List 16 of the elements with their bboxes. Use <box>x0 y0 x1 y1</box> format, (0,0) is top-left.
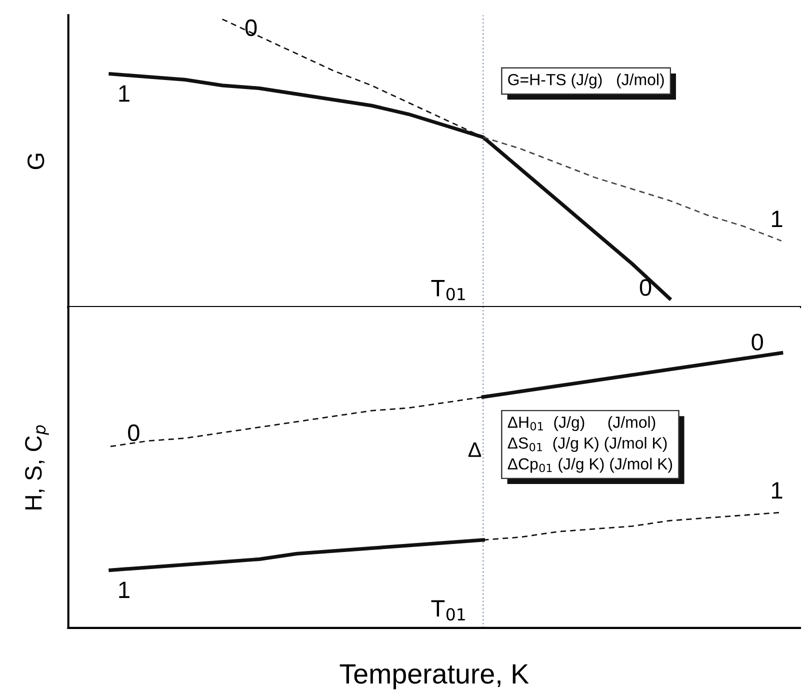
series-label: 1 <box>772 210 782 227</box>
y-axis-title: G <box>28 154 44 170</box>
series-label: 0 <box>245 19 257 36</box>
series-label: 0 <box>752 334 763 350</box>
series-label: 0 <box>128 424 140 442</box>
annotation: G=H-TS (J/g) (J/mol) <box>508 74 664 88</box>
series-label: 1 <box>772 482 782 499</box>
series-label: 1 <box>119 582 130 598</box>
x-axis-title: Temperature, K <box>340 664 529 690</box>
annotation: T$_{01}$ <box>431 600 465 621</box>
annotation: T$_{01}$ <box>431 280 465 300</box>
text: ΔH$_{01}$ (J/g) (J/mol) ΔS$_{01}$ (J/g K) (J/mol K) ΔCp$_{01}$ (J/g K) (J/mol K) <box>508 416 672 473</box>
annotation: 0 <box>640 279 652 296</box>
annotation: Δ <box>468 442 482 457</box>
y-axis-title: H, S, C$_{p}$ <box>25 425 49 510</box>
annotation: 1 <box>119 85 130 102</box>
